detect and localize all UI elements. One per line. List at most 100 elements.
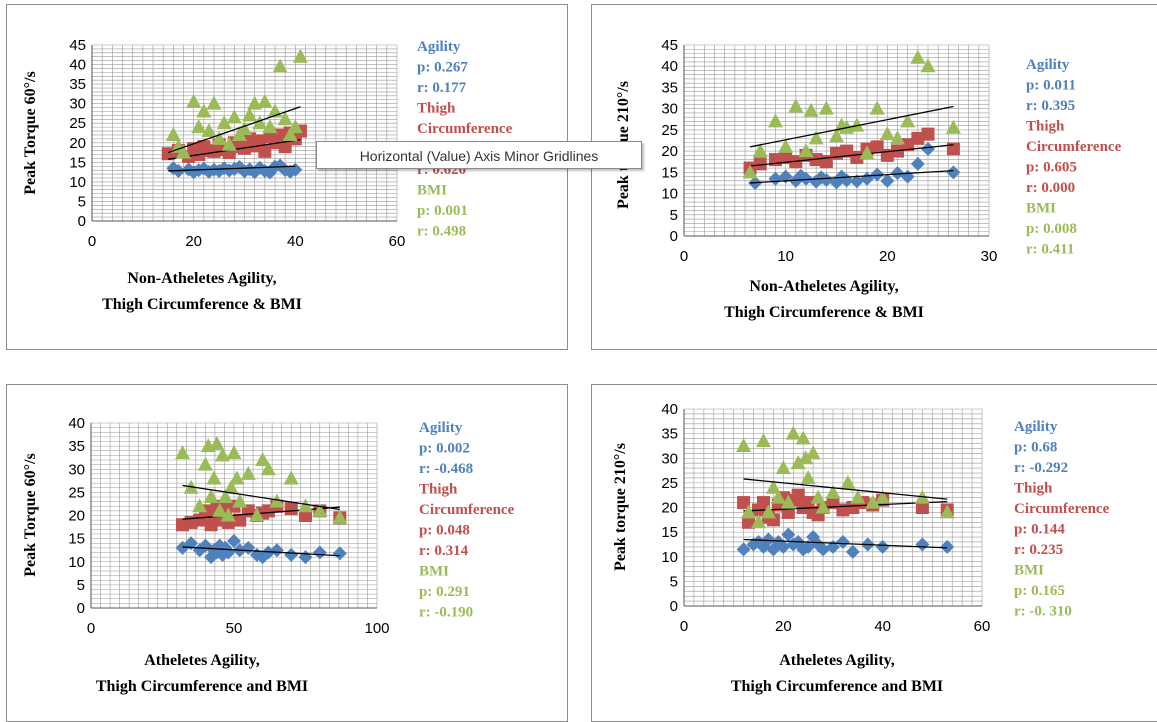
bmi-point xyxy=(249,507,265,522)
agility-point xyxy=(781,527,796,542)
agility-point xyxy=(799,171,813,186)
stat-label: p: 0.002 xyxy=(419,441,470,457)
bmi-point xyxy=(859,145,875,160)
bmi-point xyxy=(269,493,285,508)
bmi-point xyxy=(292,48,308,63)
bmi-point xyxy=(850,489,866,504)
y-tick-label: 40 xyxy=(69,57,86,74)
stat-label: r: 0.314 xyxy=(419,543,469,559)
stat-label: r: 0.177 xyxy=(417,80,467,96)
stat-label: p: 0.144 xyxy=(1014,522,1065,538)
x-tick-label: 100 xyxy=(364,620,389,637)
bmi-point xyxy=(176,144,191,159)
thigh-point xyxy=(921,127,935,141)
bmi-point xyxy=(910,49,926,64)
x-tick-label: 20 xyxy=(185,233,202,250)
x-axis-title: Atheletes Agility, xyxy=(144,652,260,669)
bmi-point xyxy=(920,58,936,73)
bmi-point xyxy=(765,479,781,494)
stat-label: r: 0.411 xyxy=(1026,242,1074,258)
bmi-point xyxy=(800,469,816,484)
y-tick-label: 10 xyxy=(661,549,678,566)
x-axis-title: Non-Atheletes Agility, xyxy=(127,270,276,287)
thigh-point xyxy=(258,144,272,158)
chart-panel-athletes-210: 0 5 10 15 20 25 30 35 40 0 20 40 60 Peak torque 210°/… xyxy=(591,384,1157,722)
scatter-chart[interactable]: 0 5 10 15 20 25 30 35 40 0 20 40 60 Peak torque 210°/… xyxy=(592,385,1157,721)
y-tick-label: 5 xyxy=(670,573,678,590)
agility-point xyxy=(776,539,791,554)
x-axis-title: Atheletes Agility, xyxy=(779,652,895,669)
thigh-point xyxy=(846,501,860,514)
agility-point xyxy=(940,539,955,554)
series-bmi xyxy=(742,49,961,179)
bmi-point xyxy=(945,119,961,134)
stat-label: r: -0.292 xyxy=(1014,460,1068,476)
chart-panel-athletes-60: 0 5 10 15 20 25 30 35 40 0 50 100 Peak Torque 60°/s A… xyxy=(6,384,568,722)
trend-line xyxy=(182,546,340,557)
gridlines-tooltip: Horizontal (Value) Axis Minor Gridlines xyxy=(316,141,642,169)
y-tick-label: 0 xyxy=(77,600,85,617)
thigh-point xyxy=(901,138,915,152)
bmi-point xyxy=(825,484,841,499)
trend-line xyxy=(182,506,340,520)
trend-line xyxy=(743,500,948,512)
agility-point xyxy=(946,165,961,180)
bmi-point xyxy=(775,460,791,475)
x-tick-label: 10 xyxy=(777,248,794,265)
stat-label: p: 0.001 xyxy=(417,203,468,219)
agility-point xyxy=(910,156,925,171)
thigh-point xyxy=(779,150,793,164)
y-axis-title: Peak torque 210°/s xyxy=(612,443,629,571)
x-tick-label: 60 xyxy=(974,618,991,635)
agility-point xyxy=(227,533,241,548)
bmi-point xyxy=(890,130,905,145)
bmi-point xyxy=(220,507,236,522)
thigh-point xyxy=(742,515,756,529)
stat-label: p: 0.291 xyxy=(419,584,470,600)
bmi-point xyxy=(226,109,242,124)
y-tick-label: 15 xyxy=(68,531,85,548)
chart-panel-non-athletes-210: 0510152025303540450102030Peak torque 210… xyxy=(591,4,1157,350)
scatter-chart[interactable]: 0510152025303540450102030Peak torque 210… xyxy=(592,5,1157,349)
agility-point xyxy=(875,539,890,554)
stat-label: r: 0.498 xyxy=(417,224,466,240)
x-axis-title: Thigh Circumference and BMI xyxy=(731,678,943,695)
bmi-point xyxy=(206,95,222,110)
stat-label: Thigh xyxy=(419,482,458,498)
bmi-point xyxy=(209,435,225,450)
y-tick-label: 40 xyxy=(661,401,678,418)
stat-label: p: 0.605 xyxy=(1026,160,1077,176)
trend-line xyxy=(743,478,948,500)
agility-point xyxy=(312,545,327,560)
series-agility xyxy=(736,527,955,559)
trend-line xyxy=(750,169,954,184)
thigh-point xyxy=(911,131,925,145)
bmi-point xyxy=(255,452,271,466)
stat-label: Thigh xyxy=(417,101,456,117)
trend-line xyxy=(750,144,954,167)
y-tick-label: 0 xyxy=(78,213,86,230)
bmi-point xyxy=(197,456,213,471)
scatter-chart[interactable]: 0 5 10 15 20 25 30 35 40 0 50 100 Peak Torque 60°/s A… xyxy=(7,385,567,721)
bmi-point xyxy=(900,113,916,128)
bmi-point xyxy=(201,123,217,138)
y-tick-label: 25 xyxy=(68,484,85,501)
stat-label: p: 0.267 xyxy=(417,60,468,76)
y-tick-label: 5 xyxy=(77,577,85,594)
scatter-chart[interactable]: 0 5 10 15 20 25 30 35 40 45 0 20 40 60 Peak Torque 60°… xyxy=(7,5,567,349)
y-tick-label: 30 xyxy=(661,101,678,118)
x-tick-label: 40 xyxy=(874,618,891,635)
thigh-point xyxy=(870,140,884,154)
bmi-point xyxy=(798,450,814,465)
agility-point xyxy=(870,167,885,182)
y-tick-label: 30 xyxy=(69,96,86,113)
bmi-point xyxy=(829,128,844,143)
trend-line xyxy=(749,105,954,148)
bmi-point xyxy=(165,126,181,141)
stat-label: Agility xyxy=(1026,57,1070,73)
bmi-point xyxy=(808,130,824,145)
stat-label: Agility xyxy=(417,39,461,55)
thigh-point xyxy=(161,147,175,161)
bmi-point xyxy=(810,489,826,504)
y-tick-label: 30 xyxy=(661,450,678,467)
